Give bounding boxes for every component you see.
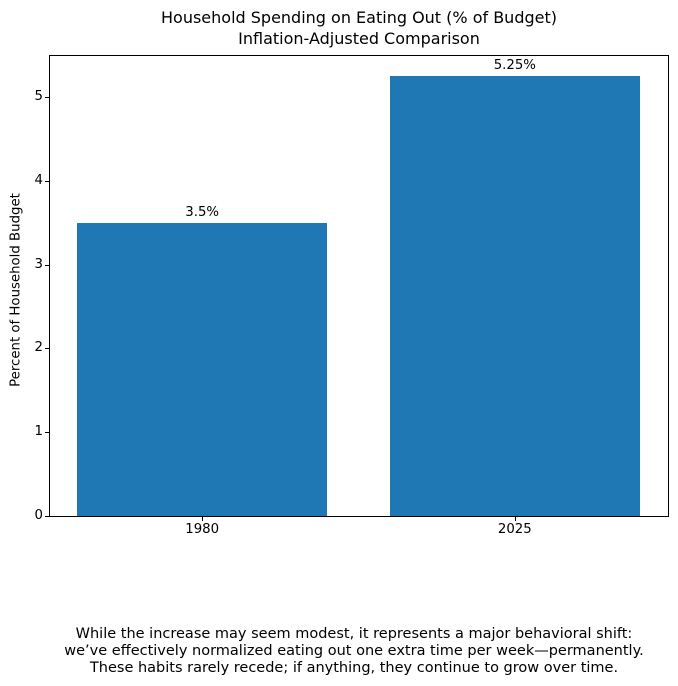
caption-line: These habits rarely recede; if anything,… <box>89 660 619 676</box>
bar-value-label: 3.5% <box>185 204 220 220</box>
bar-2025 <box>389 75 640 516</box>
bar-1980 <box>77 222 328 516</box>
x-tick-label: 2025 <box>497 522 532 537</box>
x-tick-mark <box>514 517 516 521</box>
x-tick-label: 1980 <box>185 522 220 537</box>
y-tick-label: 0 <box>34 508 43 523</box>
y-tick-label: 2 <box>34 340 43 356</box>
y-tick-mark <box>45 348 49 350</box>
caption-line: While the increase may seem modest, it r… <box>75 626 633 642</box>
y-tick-mark <box>45 264 49 266</box>
y-tick-mark <box>45 96 49 98</box>
chart-title: Household Spending on Eating Out (% of B… <box>161 8 557 27</box>
chart-subtitle: Inflation-Adjusted Comparison <box>238 29 480 48</box>
y-tick-mark <box>45 516 49 517</box>
y-tick-mark <box>45 180 49 182</box>
y-tick-mark <box>45 432 49 434</box>
bar-value-label: 5.25% <box>493 57 536 73</box>
caption: While the increase may seem modest, it r… <box>30 626 678 677</box>
y-tick-label: 5 <box>34 88 43 104</box>
y-tick-label: 3 <box>34 256 43 272</box>
y-tick-label: 1 <box>34 424 43 440</box>
chart-title-block: Household Spending on Eating Out (% of B… <box>49 7 669 49</box>
y-tick-label: 4 <box>34 172 43 188</box>
caption-line: we’ve effectively normalized eating out … <box>64 643 644 659</box>
x-tick-mark <box>202 517 204 521</box>
